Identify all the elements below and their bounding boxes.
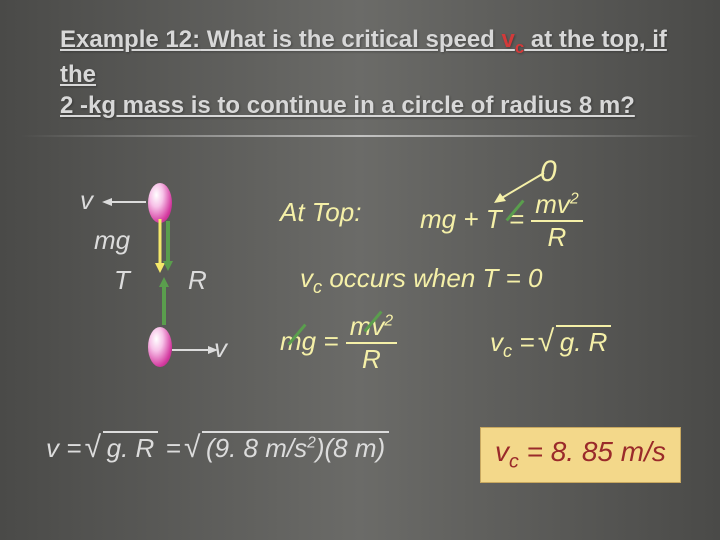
t-label: T xyxy=(114,265,130,296)
vc-symbol: vc xyxy=(502,26,525,53)
mg-label: mg xyxy=(94,225,130,256)
eq1-frac: mv2 R xyxy=(531,189,582,253)
q-part3: 2 -kg mass is to continue in a circle of… xyxy=(60,92,635,119)
v-top-arrow xyxy=(100,195,150,209)
r-label: R xyxy=(188,265,207,296)
answer-box: vc = 8. 85 m/s xyxy=(480,427,681,483)
v-top-label: v xyxy=(80,185,93,216)
example-number: Example 12: xyxy=(60,26,200,53)
eq-top: mg + T = mv2 R xyxy=(420,189,583,253)
t-arrow-top xyxy=(160,217,180,273)
v-bot-arrow xyxy=(170,343,220,357)
q-part1: What is the critical speed xyxy=(200,26,501,53)
example-header: Example 12: What is the critical speed v… xyxy=(0,0,720,131)
eq-calc: v = g. R = (9. 8 m/s2)(8 m) xyxy=(46,433,389,464)
eq-occurs: vc occurs when T = 0 xyxy=(300,263,542,298)
at-top-label: At Top: xyxy=(280,197,361,228)
ball-bottom xyxy=(148,327,172,367)
eq-mg: mg = mv2 R xyxy=(280,311,397,375)
content-area: v mg T R v 0 At Top: mg + T = mv2 R xyxy=(0,137,720,537)
t-arrow-bottom xyxy=(156,275,176,331)
eq-vc-sqrt: vc = g. R xyxy=(490,327,611,362)
